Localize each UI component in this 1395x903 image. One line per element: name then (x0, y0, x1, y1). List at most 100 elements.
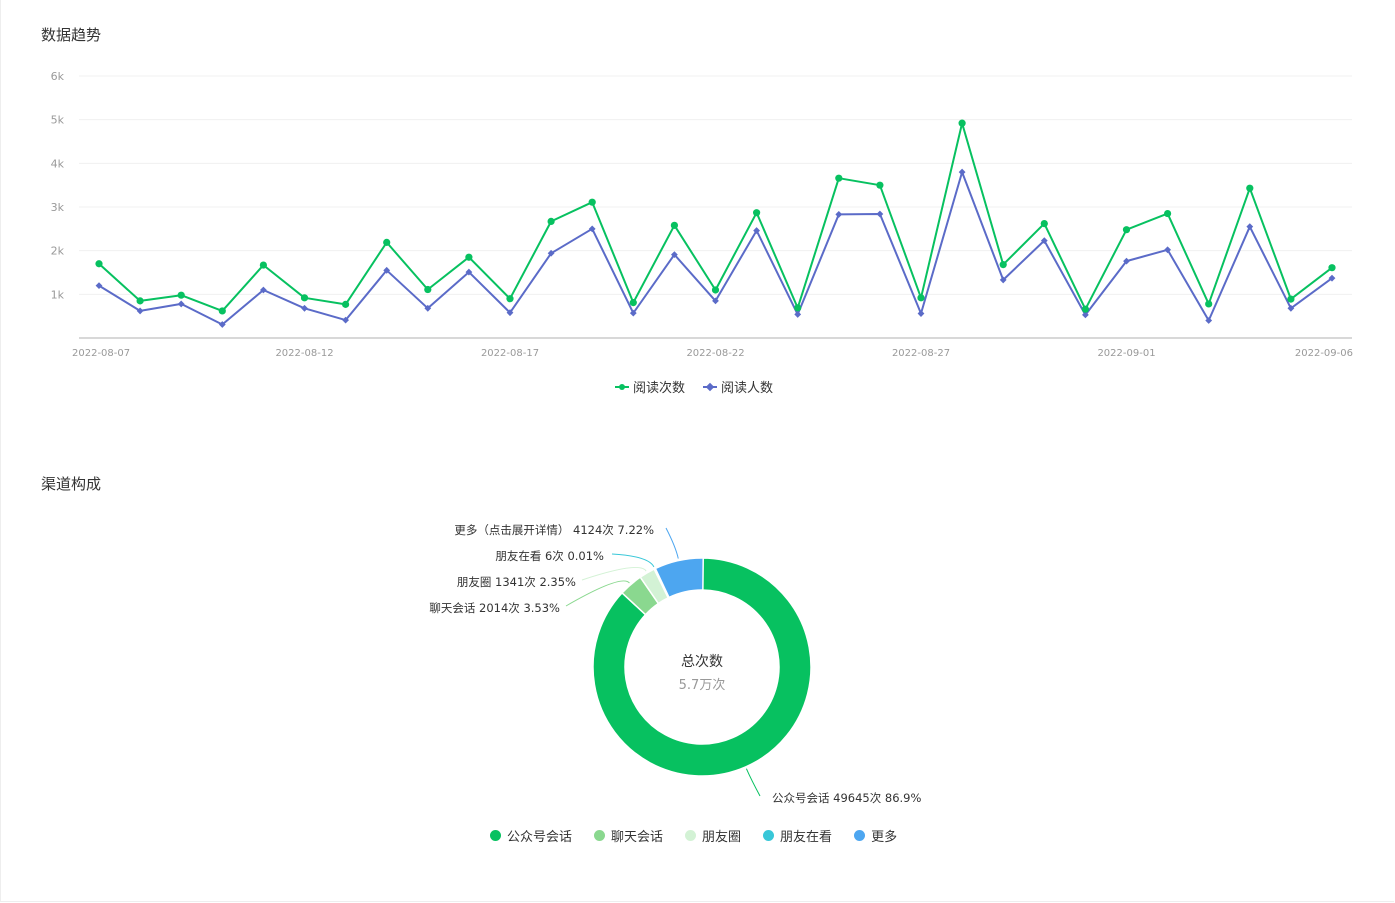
data-point[interactable] (1287, 295, 1295, 303)
data-point[interactable] (917, 310, 925, 317)
data-point[interactable] (917, 294, 925, 302)
data-point[interactable] (506, 309, 514, 317)
data-point[interactable] (1040, 219, 1048, 228)
data-point[interactable] (506, 295, 514, 303)
donut-center-label: 总次数 (681, 654, 723, 670)
data-point[interactable] (465, 268, 473, 276)
data-point[interactable] (424, 304, 432, 312)
data-point[interactable] (1246, 184, 1254, 192)
legend-dot-icon (685, 830, 697, 841)
data-point[interactable] (547, 217, 555, 226)
legend-item-moments[interactable]: 朋友圈 (685, 826, 741, 845)
pie-slice[interactable] (654, 557, 704, 599)
legend-label: 公众号会话 (507, 830, 573, 845)
data-point[interactable] (753, 209, 761, 217)
donut-center-value: 5.7万次 (679, 677, 726, 693)
data-point[interactable] (218, 321, 226, 328)
data-point[interactable] (629, 309, 637, 317)
legend-item-read-users[interactable]: 阅读人数 (703, 377, 773, 396)
data-point[interactable] (177, 300, 185, 308)
legend-item-chat[interactable]: 聊天会话 (594, 826, 663, 845)
data-point[interactable] (1287, 304, 1295, 312)
legend-item-friends-watching[interactable]: 朋友在看 (763, 826, 832, 845)
data-point[interactable] (1082, 311, 1089, 319)
data-point[interactable] (342, 300, 350, 308)
label-leader-line (745, 768, 761, 797)
data-point[interactable] (794, 311, 802, 318)
data-point[interactable] (218, 307, 226, 315)
slice-label: 公众号会话 49645次 86.9% (772, 791, 921, 805)
legend-label: 更多 (871, 830, 898, 845)
data-point[interactable] (136, 307, 144, 315)
data-point[interactable] (835, 211, 843, 218)
data-point[interactable] (876, 181, 884, 189)
data-point[interactable] (177, 291, 185, 299)
data-point[interactable] (753, 227, 760, 234)
data-point[interactable] (300, 294, 309, 302)
legend-dot-icon (763, 830, 775, 841)
data-point[interactable] (136, 297, 144, 305)
data-point[interactable] (95, 282, 103, 289)
slice-label[interactable]: 更多（点击展开详情） 4124次 7.22% (454, 523, 654, 537)
y-tick-label: 3k (51, 201, 65, 214)
data-point[interactable] (383, 266, 391, 274)
x-tick-label: 2022-08-12 (275, 348, 333, 359)
label-leader-line (565, 580, 630, 607)
trend-line-chart: 6k 5k 4k 3k 2k 1k 2022-08-07 2022-08-12 2022-08-… (51, 70, 1353, 359)
x-tick-label: 2022-08-27 (892, 348, 950, 359)
legend-label: 朋友在看 (780, 830, 833, 845)
y-tick-label: 2k (51, 245, 65, 258)
data-point[interactable] (383, 238, 391, 246)
slice-label: 朋友在看 6次 0.01% (495, 549, 604, 563)
legend-item-read-count[interactable]: 阅读次数 (615, 377, 685, 396)
data-point[interactable] (958, 119, 966, 127)
data-point[interactable] (671, 251, 678, 258)
y-tick-label: 5k (51, 114, 65, 127)
data-point[interactable] (1328, 264, 1336, 272)
channel-legend: 公众号会话 聊天会话 朋友圈 朋友在看 更多 (490, 826, 919, 845)
data-point[interactable] (794, 304, 802, 312)
data-point[interactable] (588, 225, 596, 233)
label-leader-line (611, 553, 655, 568)
data-point[interactable] (588, 198, 596, 206)
data-point[interactable] (629, 299, 637, 307)
channel-section-title: 渠道构成 (41, 475, 102, 493)
legend-label: 阅读人数 (721, 381, 774, 396)
legend-label: 朋友圈 (702, 830, 742, 845)
series-line-0 (98, 122, 1333, 312)
data-point[interactable] (259, 261, 267, 269)
data-point[interactable] (876, 210, 884, 218)
data-point[interactable] (999, 261, 1007, 269)
data-point[interactable] (1122, 226, 1131, 234)
data-point[interactable] (260, 286, 267, 294)
data-point[interactable] (547, 249, 555, 257)
data-point[interactable] (1246, 223, 1254, 231)
data-point[interactable] (835, 174, 843, 182)
x-tick-label: 2022-08-17 (481, 348, 539, 359)
label-leader-line (581, 566, 647, 581)
y-tick-label: 4k (51, 157, 65, 170)
legend-item-more[interactable]: 更多 (854, 826, 897, 845)
data-point[interactable] (95, 260, 103, 268)
data-point[interactable] (1205, 300, 1213, 308)
data-point[interactable] (1164, 246, 1171, 254)
data-point[interactable] (301, 304, 308, 312)
data-point[interactable] (424, 285, 432, 294)
legend-item-official-chat[interactable]: 公众号会话 (490, 826, 572, 845)
x-tick-label: 2022-08-22 (686, 348, 744, 359)
data-point[interactable] (1040, 237, 1048, 245)
data-point[interactable] (711, 286, 720, 294)
legend-dot-icon (854, 830, 866, 841)
data-point[interactable] (1123, 257, 1130, 265)
data-point[interactable] (670, 221, 679, 229)
channel-donut-chart: 公众号会话 49645次 86.9% 聊天会话 2014次 3.53% 朋友圈 13… (429, 523, 921, 805)
data-point[interactable] (465, 253, 473, 261)
x-tick-label: 2022-08-07 (72, 348, 130, 359)
data-point[interactable] (1328, 274, 1336, 282)
legend-dot-icon (594, 830, 606, 841)
data-point[interactable] (958, 168, 966, 176)
data-point[interactable] (1081, 305, 1089, 313)
pie-slice[interactable] (592, 557, 812, 777)
data-point[interactable] (1164, 209, 1172, 218)
